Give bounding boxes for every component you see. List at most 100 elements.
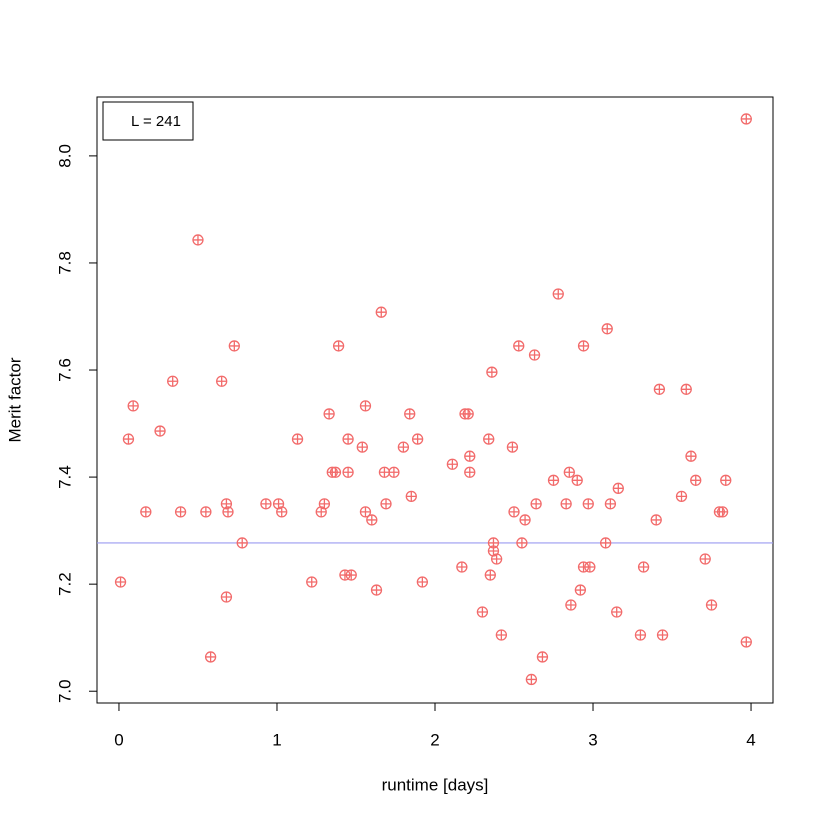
point-cross — [464, 451, 475, 462]
point — [601, 323, 613, 335]
point — [525, 673, 538, 686]
point-cross — [741, 113, 752, 124]
point-cross — [140, 506, 151, 517]
point — [611, 606, 623, 618]
point-cross — [602, 323, 613, 334]
point-cross — [167, 376, 178, 387]
legend-text: L = 241 — [131, 113, 181, 130]
point-cross — [600, 537, 611, 548]
point-cross — [343, 467, 354, 478]
point — [637, 561, 650, 573]
point — [228, 340, 240, 352]
point — [388, 466, 400, 478]
legend-box — [102, 101, 194, 141]
point-cross — [366, 514, 377, 525]
point — [200, 506, 212, 518]
point-cross — [123, 434, 134, 445]
point — [222, 506, 234, 518]
point-cross — [488, 537, 499, 548]
point-cross — [343, 434, 354, 445]
point — [600, 537, 612, 549]
point — [260, 498, 272, 510]
point — [571, 474, 583, 486]
point — [122, 433, 135, 445]
point-cross — [192, 234, 203, 245]
point-cross — [507, 442, 518, 453]
point — [140, 506, 152, 518]
point-cross — [657, 630, 668, 641]
point-cross — [651, 514, 662, 525]
point — [483, 433, 495, 445]
point — [582, 498, 594, 510]
point — [552, 288, 564, 300]
point-cross — [200, 506, 211, 517]
point — [318, 498, 331, 510]
point — [332, 340, 345, 352]
point-cross — [565, 600, 576, 611]
point-cross — [611, 606, 622, 617]
y-tick-label: 7.2 — [55, 572, 74, 596]
point — [604, 498, 617, 510]
y-tick-label: 8.0 — [55, 144, 74, 168]
point — [174, 506, 187, 518]
point-cross — [635, 630, 646, 641]
point-cross — [685, 451, 696, 462]
point — [220, 591, 233, 603]
point-cross — [447, 459, 458, 470]
point-cross — [273, 498, 284, 509]
point-cross — [548, 475, 559, 486]
point-cross — [346, 570, 357, 581]
point-cross — [330, 467, 341, 478]
point — [506, 441, 519, 453]
point — [680, 383, 692, 395]
point-cross — [360, 400, 371, 411]
point — [563, 466, 575, 478]
point-cross — [205, 651, 216, 662]
point — [699, 553, 711, 565]
point-cross — [584, 562, 595, 573]
point — [167, 375, 179, 387]
point — [650, 514, 662, 526]
point — [291, 433, 304, 445]
point-cross — [324, 408, 335, 419]
point-cross — [486, 367, 497, 378]
point — [416, 576, 429, 588]
point-cross — [537, 651, 548, 662]
point — [397, 441, 410, 453]
point — [323, 408, 335, 420]
point — [192, 234, 204, 246]
point-cross — [388, 467, 399, 478]
point-cross — [229, 340, 240, 351]
point — [495, 629, 508, 641]
point — [490, 553, 503, 565]
point-cross — [676, 491, 687, 502]
x-tick-label: 0 — [114, 730, 123, 749]
point — [584, 561, 596, 573]
point — [519, 514, 531, 526]
point — [380, 498, 392, 510]
point-cross — [417, 577, 428, 588]
y-tick-label: 7.4 — [55, 465, 74, 489]
point — [634, 629, 647, 641]
point-cross — [260, 498, 271, 509]
point-cross — [564, 467, 575, 478]
point — [574, 584, 587, 596]
point-cross — [681, 384, 692, 395]
point-cross — [553, 289, 564, 300]
point-cross — [316, 506, 327, 517]
point-cross — [720, 475, 731, 486]
point-cross — [319, 498, 330, 509]
point-cross — [381, 498, 392, 509]
point-cross — [406, 491, 417, 502]
point-cross — [463, 408, 474, 419]
point — [359, 400, 372, 412]
point — [464, 466, 476, 478]
point — [345, 569, 357, 581]
point-cross — [741, 636, 752, 647]
point — [154, 425, 166, 437]
point-cross — [483, 434, 494, 445]
point-cross — [717, 506, 728, 517]
point — [476, 606, 489, 618]
point — [359, 506, 372, 518]
point — [516, 537, 528, 549]
